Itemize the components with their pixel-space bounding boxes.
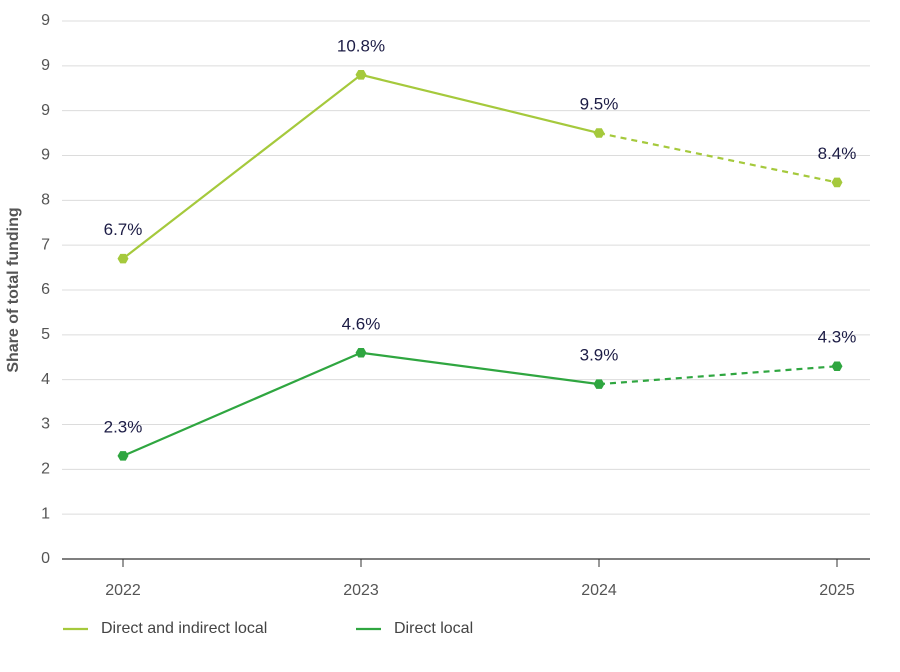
y-tick-label: 6 <box>41 281 50 298</box>
x-tick-label: 2023 <box>343 582 379 599</box>
x-tick-label: 2025 <box>819 582 855 599</box>
data-label: 4.3% <box>818 328 857 347</box>
x-tick-label: 2024 <box>581 582 617 599</box>
point <box>117 451 129 461</box>
point <box>831 177 843 188</box>
y-axis-title: Share of total funding <box>5 207 22 372</box>
point <box>117 253 129 264</box>
y-tick-label: 1 <box>41 505 50 522</box>
data-label: 3.9% <box>580 346 619 365</box>
data-label: 9.5% <box>580 95 619 114</box>
point <box>831 361 843 371</box>
data-label: 4.6% <box>342 314 381 333</box>
legend-label: Direct local <box>394 620 473 637</box>
y-tick-label: 7 <box>41 236 50 253</box>
point <box>355 70 367 80</box>
y-tick-label: 9 <box>41 102 50 119</box>
line-projected <box>598 132 838 184</box>
y-tick-label: 9 <box>41 12 50 29</box>
y-tick-label: 4 <box>41 371 50 388</box>
y-tick-label: 9 <box>41 57 50 74</box>
legend-label: Direct and indirect local <box>101 620 267 637</box>
data-label: 8.4% <box>818 144 857 163</box>
point <box>593 379 605 389</box>
y-tick-label: 8 <box>41 192 50 209</box>
y-tick-label: 0 <box>41 550 50 567</box>
line <box>122 351 600 457</box>
y-tick-label: 2 <box>41 461 50 478</box>
data-label: 6.7% <box>104 220 143 239</box>
y-tick-label: 3 <box>41 416 50 433</box>
point <box>593 128 605 138</box>
point <box>355 348 367 358</box>
data-label: 2.3% <box>104 417 143 436</box>
line-projected <box>598 365 838 386</box>
y-tick-label: 5 <box>41 326 50 343</box>
line <box>122 73 600 260</box>
y-tick-label: 9 <box>41 147 50 164</box>
x-tick-label: 2022 <box>105 582 141 599</box>
data-label: 10.8% <box>337 36 385 55</box>
